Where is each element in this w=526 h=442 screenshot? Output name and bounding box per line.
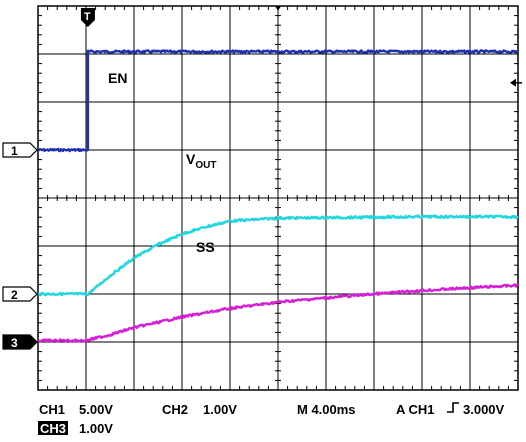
vout-label-main: V: [186, 151, 196, 167]
ss-trace-label: SS: [196, 239, 215, 255]
graticule: [37, 5, 519, 391]
vout-label-subscript: OUT: [195, 160, 216, 171]
traces: [37, 49, 519, 343]
trace-1: [37, 49, 519, 153]
trigger-position-label: T: [84, 11, 91, 23]
ch2-scale: 1.00V: [203, 402, 237, 417]
ch3-scale: 1.00V: [79, 421, 113, 436]
channel-1-marker-label: 1: [11, 144, 18, 158]
ch3-label-highlight: [38, 421, 68, 435]
ch2-label: CH2: [162, 402, 188, 417]
channel-2-marker-label: 2: [11, 288, 18, 302]
en-trace-label: EN: [108, 70, 127, 86]
trigger-level-marker: [510, 78, 516, 87]
scope-settings-footer: CH1 5.00V CH2 1.00V M 4.00ms A CH1 3.000…: [38, 402, 505, 436]
timebase-readout: M 4.00ms: [297, 402, 356, 417]
ch3-label: CH3: [40, 421, 66, 436]
channel-3-marker: [2, 334, 38, 350]
vout-trace-label: VOUT: [186, 151, 216, 171]
trace-2: [37, 214, 519, 297]
channel-3-marker-label: 3: [11, 336, 18, 350]
ch1-scale: 5.00V: [79, 402, 113, 417]
ch1-label: CH1: [39, 402, 65, 417]
center-time-marker: [275, 6, 281, 11]
trigger-source: A CH1: [396, 402, 435, 417]
channel-markers: 1 2 3 T: [2, 6, 522, 350]
channel-2-marker: [2, 286, 38, 302]
channel-1-marker: [2, 142, 38, 158]
trigger-level: 3.000V: [463, 402, 505, 417]
rising-edge-icon: [447, 402, 459, 413]
trigger-position-marker: [80, 8, 95, 27]
trace-3: [37, 283, 519, 343]
